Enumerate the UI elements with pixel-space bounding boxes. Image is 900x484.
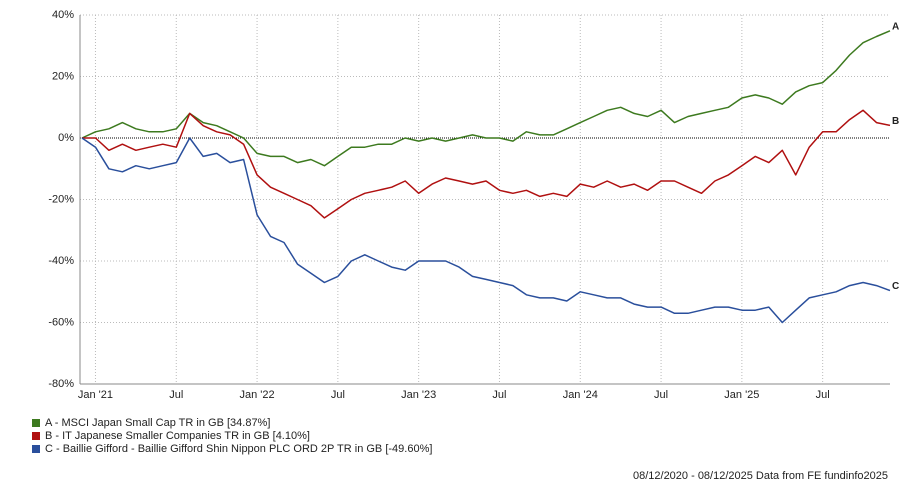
y-tick-label: -40% — [48, 255, 74, 267]
series-line — [81, 137, 891, 324]
x-tick-label: Jan '21 — [78, 389, 113, 401]
x-tick-label: Jan '25 — [724, 389, 759, 401]
end-label: B — [892, 116, 899, 127]
x-tick-label: Jul — [169, 389, 183, 401]
x-tick-label: Jan '24 — [563, 389, 598, 401]
end-label: A — [892, 21, 899, 32]
y-tick-label: -20% — [48, 193, 74, 205]
y-tick-label: -60% — [48, 316, 74, 328]
x-tick-label: Jul — [492, 389, 506, 401]
legend-swatch — [32, 432, 40, 440]
y-tick-label: 40% — [52, 9, 74, 21]
y-tick-label: 20% — [52, 70, 74, 82]
y-tick-label: -80% — [48, 378, 74, 390]
x-tick-label: Jan '23 — [401, 389, 436, 401]
end-label: C — [892, 281, 899, 292]
y-tick-label: 0% — [58, 132, 74, 144]
series-line — [81, 30, 891, 167]
x-tick-label: Jan '22 — [239, 389, 274, 401]
legend-label: B - IT Japanese Smaller Companies TR in … — [45, 430, 310, 442]
footer: 08/12/2020 - 08/12/2025 Data from FE fun… — [633, 470, 888, 482]
x-tick-label: Jul — [816, 389, 830, 401]
series-line — [82, 109, 891, 219]
legend-swatch — [32, 445, 40, 453]
x-tick-label: Jul — [331, 389, 345, 401]
x-tick-label: Jul — [654, 389, 668, 401]
legend-swatch — [32, 419, 40, 427]
legend-label: A - MSCI Japan Small Cap TR in GB [34.87… — [45, 417, 270, 429]
legend-label: C - Baillie Gifford - Baillie Gifford Sh… — [45, 443, 432, 455]
